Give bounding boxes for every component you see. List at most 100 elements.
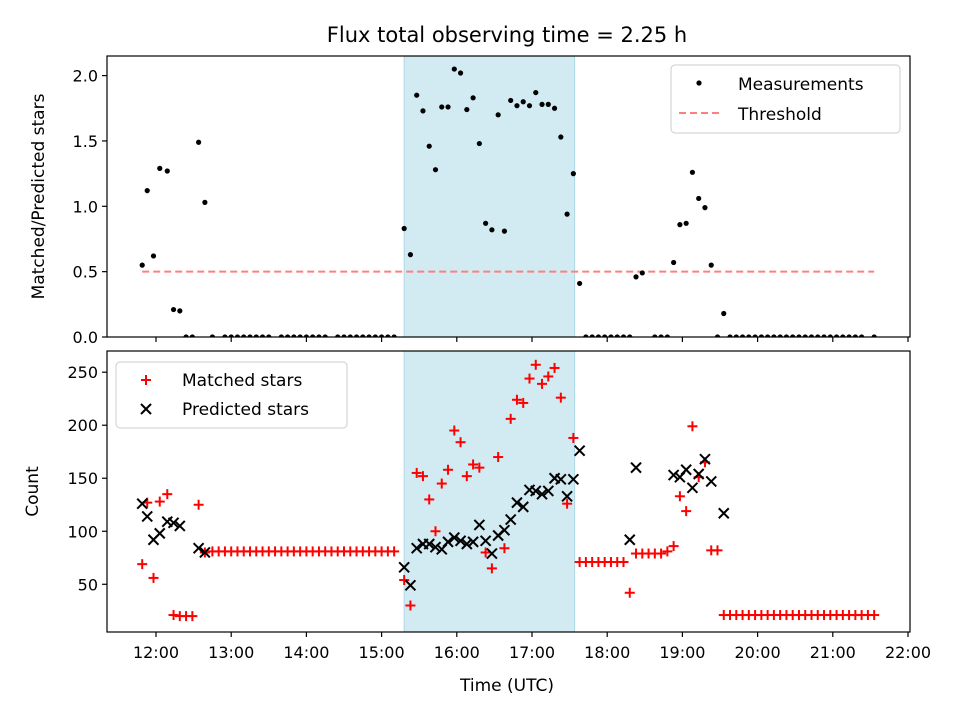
x-tick-label: 20:00 (735, 643, 781, 662)
measurement-point (520, 99, 526, 105)
predicted-star-marker (542, 485, 555, 497)
matched-star-marker (399, 575, 410, 586)
y-tick-label: 0.0 (73, 328, 98, 347)
predicted-star-marker (504, 513, 517, 526)
matched-star-marker (436, 478, 447, 489)
measurement-point (815, 334, 821, 337)
predicted-star-marker (705, 475, 717, 488)
legend-measurement-marker (696, 80, 702, 86)
measurement-point (765, 334, 771, 337)
measurement-point (476, 140, 482, 147)
measurement-point (426, 143, 432, 149)
predicted-marker-b (523, 484, 536, 496)
chart-title: Flux total observing time = 2.25 h (327, 23, 687, 47)
measurement-point (608, 334, 614, 337)
measurement-point (846, 334, 852, 337)
measurement-point (189, 334, 195, 337)
measurement-point (177, 308, 183, 314)
x-tick-label: 14:00 (283, 643, 329, 662)
matched-star-marker (499, 543, 510, 554)
measurement-point (202, 199, 208, 205)
measurement-point (689, 169, 696, 175)
predicted-star-marker (448, 531, 461, 544)
predicted-marker-b (154, 527, 166, 540)
measurement-point (639, 270, 645, 276)
matched-star-marker (389, 546, 400, 557)
predicted-marker-b (630, 461, 642, 474)
measurement-point (253, 334, 259, 337)
predicted-star-marker (561, 490, 573, 502)
measurement-point (291, 334, 297, 337)
matched-star-marker (162, 489, 173, 500)
matched-star-marker (555, 392, 566, 403)
matched-star-marker (417, 471, 428, 482)
legend: Matched stars Predicted stars (115, 361, 348, 429)
measurement-point (451, 66, 457, 72)
measurement-point (752, 334, 758, 337)
predicted-marker-b (686, 482, 699, 494)
measurement-point (341, 334, 347, 337)
measurement-point (303, 334, 309, 337)
matched-star-marker (187, 611, 198, 622)
measurement-point (633, 274, 639, 280)
matched-star-marker (530, 359, 541, 370)
measurement-point (464, 106, 470, 113)
matched-star-marker (424, 494, 435, 505)
series-layer (136, 359, 880, 622)
measurement-point (614, 334, 620, 337)
measurement-point (708, 262, 714, 268)
predicted-star-marker (624, 534, 636, 546)
predicted-marker-b (141, 510, 153, 523)
x-axis-label: Time (UTC) (459, 676, 554, 696)
measurement-point (379, 334, 385, 337)
predicted-marker-b (398, 561, 410, 574)
measurement-point (746, 334, 752, 337)
measurement-point (808, 334, 815, 337)
matched-star-marker (468, 459, 479, 470)
measurement-point (833, 334, 840, 337)
measurement-point (840, 334, 846, 337)
measurement-point (551, 105, 558, 111)
predicted-star-marker (536, 488, 548, 500)
measurement-point (533, 89, 539, 96)
predicted-marker-b (680, 464, 692, 476)
measurement-point (570, 171, 576, 177)
measurement-point (671, 259, 677, 266)
predicted-star-marker (517, 501, 529, 513)
predicted-star-marker (530, 485, 542, 497)
predicted-star-marker (630, 461, 642, 474)
matched-star-marker (524, 373, 535, 384)
measurement-point (658, 334, 664, 337)
x-tick-label: 16:00 (434, 643, 480, 662)
measurement-point (783, 334, 790, 337)
predicted-marker-b (548, 472, 561, 484)
predicted-marker-b (498, 524, 511, 536)
measurement-point (564, 211, 570, 217)
measurement-point (266, 334, 272, 337)
predicted-star-marker (718, 507, 730, 519)
matched-star-marker (712, 545, 723, 556)
top-panel-ratio: 0.0 0.5 1.0 1.5 2.0 Matched/Predicted stars Me… (29, 55, 911, 347)
predicted-star-marker (199, 546, 211, 559)
measurement-point (620, 334, 627, 337)
measurement-point (407, 252, 414, 258)
predicted-marker-b (561, 490, 573, 502)
matched-star-marker (624, 587, 635, 598)
predicted-star-marker (404, 579, 417, 592)
predicted-marker-b (667, 469, 680, 481)
predicted-marker-b (573, 444, 586, 457)
predicted-marker-b (536, 488, 548, 500)
y-tick-label: 1.5 (73, 132, 98, 151)
measurement-point (391, 334, 397, 337)
series-layer (139, 66, 877, 337)
measurement-point (545, 101, 551, 107)
measurement-point (401, 225, 407, 232)
predicted-star-marker (141, 510, 153, 523)
matched-star-marker (537, 378, 548, 389)
predicted-star-marker (454, 535, 467, 547)
y-tick-label: 1.0 (73, 197, 98, 216)
measurement-point (758, 334, 764, 337)
y-axis-label: Count (23, 466, 43, 517)
measurement-point (150, 253, 157, 259)
